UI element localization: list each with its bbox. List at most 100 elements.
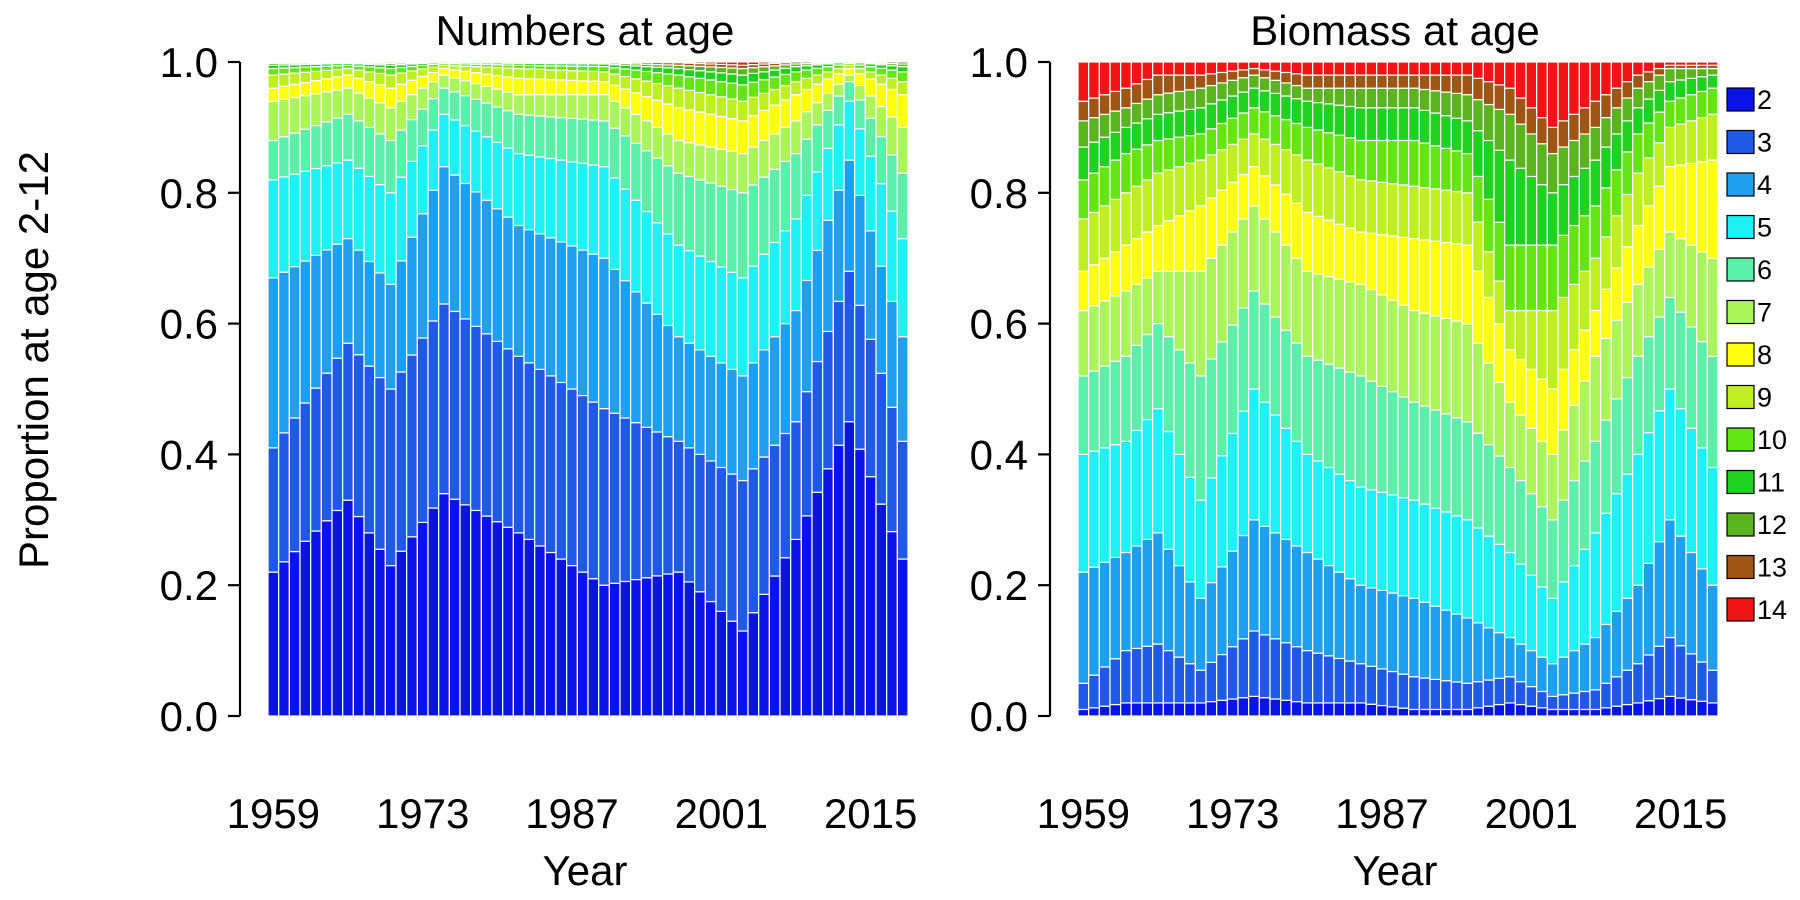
bar-segment-2010-age-10 xyxy=(811,67,824,76)
bar-segment-2016-age-4 xyxy=(875,265,888,374)
bar-segment-1981-age-9 xyxy=(1312,163,1324,217)
bar-segment-1968-age-7 xyxy=(1173,270,1186,351)
bar-segment-1984-age-9 xyxy=(534,68,546,80)
bar-segment-1959-age-7 xyxy=(1077,309,1090,377)
bar-segment-1963-age-7 xyxy=(1120,290,1132,357)
bar-segment-1977-age-14 xyxy=(1269,61,1282,72)
bar-segment-2003-age-10 xyxy=(736,84,749,102)
bar-segment-2003-age-3 xyxy=(1546,695,1559,711)
bar-segment-1968-age-14 xyxy=(1173,61,1186,76)
bar-segment-2014-age-11 xyxy=(1664,81,1676,102)
bar-segment-2018-age-9 xyxy=(1706,113,1719,161)
bar-segment-1996-age-3 xyxy=(662,436,674,575)
bar-segment-1988-age-7 xyxy=(576,94,589,120)
bar-segment-2000-age-6 xyxy=(704,182,717,263)
bar-segment-2015-age-7 xyxy=(1674,237,1687,313)
bar-segment-1998-age-6 xyxy=(683,175,696,252)
bar-segment-1961-age-4 xyxy=(1098,561,1111,668)
bar-segment-1997-age-11 xyxy=(672,67,685,76)
legend-swatch-age-12 xyxy=(1726,512,1755,537)
bar-segment-1992-age-2 xyxy=(619,580,632,717)
bar-segment-1976-age-14 xyxy=(1258,61,1271,71)
bar-segment-1994-age-12 xyxy=(1450,92,1463,119)
bar-segment-1970-age-8 xyxy=(1194,205,1207,272)
bar-segment-1991-age-6 xyxy=(1418,405,1431,505)
bar-segment-1974-age-7 xyxy=(427,81,440,100)
bar-segment-1960-age-5 xyxy=(1088,450,1100,568)
bar-segment-1988-age-2 xyxy=(1386,706,1399,717)
legend-label-age-6: 6 xyxy=(1757,255,1772,285)
bar-segment-1967-age-4 xyxy=(1162,548,1175,652)
bar-segment-1995-age-14 xyxy=(1461,61,1474,76)
bar-segment-1985-age-10 xyxy=(1354,139,1367,181)
bar-segment-1999-age-3 xyxy=(1504,676,1516,704)
bar-segment-2000-age-2 xyxy=(1514,703,1527,717)
bar-segment-1991-age-11 xyxy=(1418,109,1431,144)
bar-segment-1997-age-4 xyxy=(672,336,685,442)
bar-segment-1980-age-13 xyxy=(1301,74,1314,89)
bar-segment-1975-age-5 xyxy=(1248,388,1260,521)
bar-segment-1977-age-3 xyxy=(1269,638,1282,700)
bar-segment-1969-age-5 xyxy=(374,184,386,274)
bar-segment-1994-age-2 xyxy=(640,577,653,717)
bar-segment-1996-age-7 xyxy=(662,133,674,167)
x-tick-label: 1959 xyxy=(227,790,320,837)
bar-segment-2010-age-7 xyxy=(811,101,824,126)
bar-segment-1971-age-5 xyxy=(1205,477,1218,584)
numbers-at-age-panel: Numbers at age 0.00.20.40.60.81.0 1959 19… xyxy=(160,7,918,894)
bar-segment-2003-age-14 xyxy=(736,61,749,66)
bar-segment-1972-age-4 xyxy=(406,236,418,356)
bar-segment-1993-age-2 xyxy=(630,578,642,717)
bar-segment-1981-age-6 xyxy=(1312,359,1324,462)
bar-segment-1962-age-9 xyxy=(299,71,312,84)
bar-segment-1997-age-5 xyxy=(1482,535,1495,629)
bar-segment-2005-age-13 xyxy=(1568,113,1580,142)
bar-segment-2013-age-2 xyxy=(843,421,856,717)
bar-segment-1981-age-12 xyxy=(1312,87,1324,104)
bar-segment-1972-age-4 xyxy=(1216,566,1228,656)
bar-segment-2007-age-5 xyxy=(779,230,792,325)
bar-segment-1991-age-10 xyxy=(608,67,621,75)
bar-segment-1988-age-9 xyxy=(1386,183,1399,237)
bar-segment-1973-age-9 xyxy=(1226,143,1239,183)
bar-segment-1995-age-6 xyxy=(651,157,664,224)
bar-segment-1981-age-7 xyxy=(1312,273,1324,361)
bar-segment-1971-age-5 xyxy=(395,176,408,262)
bar-segment-2003-age-13 xyxy=(1546,126,1559,155)
bar-segment-1990-age-14 xyxy=(1408,61,1420,76)
bar-segment-1959-age-14 xyxy=(1077,61,1090,102)
bar-segment-1993-age-6 xyxy=(1440,413,1452,513)
bar-segment-1965-age-14 xyxy=(1141,61,1154,81)
legend-label-age-13: 13 xyxy=(1757,553,1787,583)
bar-segment-2010-age-5 xyxy=(1621,473,1634,599)
bar-segment-2003-age-5 xyxy=(1546,597,1559,665)
bar-segment-1987-age-9 xyxy=(1376,181,1388,236)
bar-segment-1960-age-9 xyxy=(278,73,290,87)
bar-segment-2016-age-3 xyxy=(1685,653,1698,701)
bar-segment-1978-age-5 xyxy=(1280,427,1292,541)
bar-segment-1967-age-4 xyxy=(352,249,365,356)
bar-segment-2003-age-8 xyxy=(1546,388,1559,456)
bar-segment-1993-age-11 xyxy=(630,65,642,71)
bar-segment-2005-age-8 xyxy=(1568,349,1580,406)
bar-segment-2018-age-4 xyxy=(896,336,909,442)
bar-segment-1979-age-8 xyxy=(1290,202,1303,259)
bar-segment-1983-age-10 xyxy=(1333,134,1346,173)
bar-segment-1963-age-4 xyxy=(1120,551,1132,652)
bar-segment-1973-age-4 xyxy=(1226,550,1239,648)
bar-segment-1967-age-7 xyxy=(1162,270,1175,338)
bar-segment-1963-age-11 xyxy=(1120,126,1132,155)
bar-segment-1996-age-7 xyxy=(1472,342,1484,434)
bar-segment-2017-age-4 xyxy=(886,300,898,408)
bar-segment-1981-age-10 xyxy=(1312,129,1324,165)
bar-segment-1996-age-14 xyxy=(1472,61,1484,79)
bar-segment-1964-age-8 xyxy=(1130,237,1143,285)
bar-segment-2006-age-5 xyxy=(1578,548,1591,645)
bar-segment-2011-age-13 xyxy=(1632,74,1644,89)
bar-segment-2012-age-2 xyxy=(1642,700,1655,717)
bar-segment-1991-age-9 xyxy=(608,73,621,86)
bar-segment-1995-age-10 xyxy=(1461,152,1474,194)
bar-segment-1977-age-7 xyxy=(1269,231,1282,318)
bar-segment-1994-age-11 xyxy=(1450,117,1463,152)
bar-segment-1982-age-10 xyxy=(1322,132,1335,169)
